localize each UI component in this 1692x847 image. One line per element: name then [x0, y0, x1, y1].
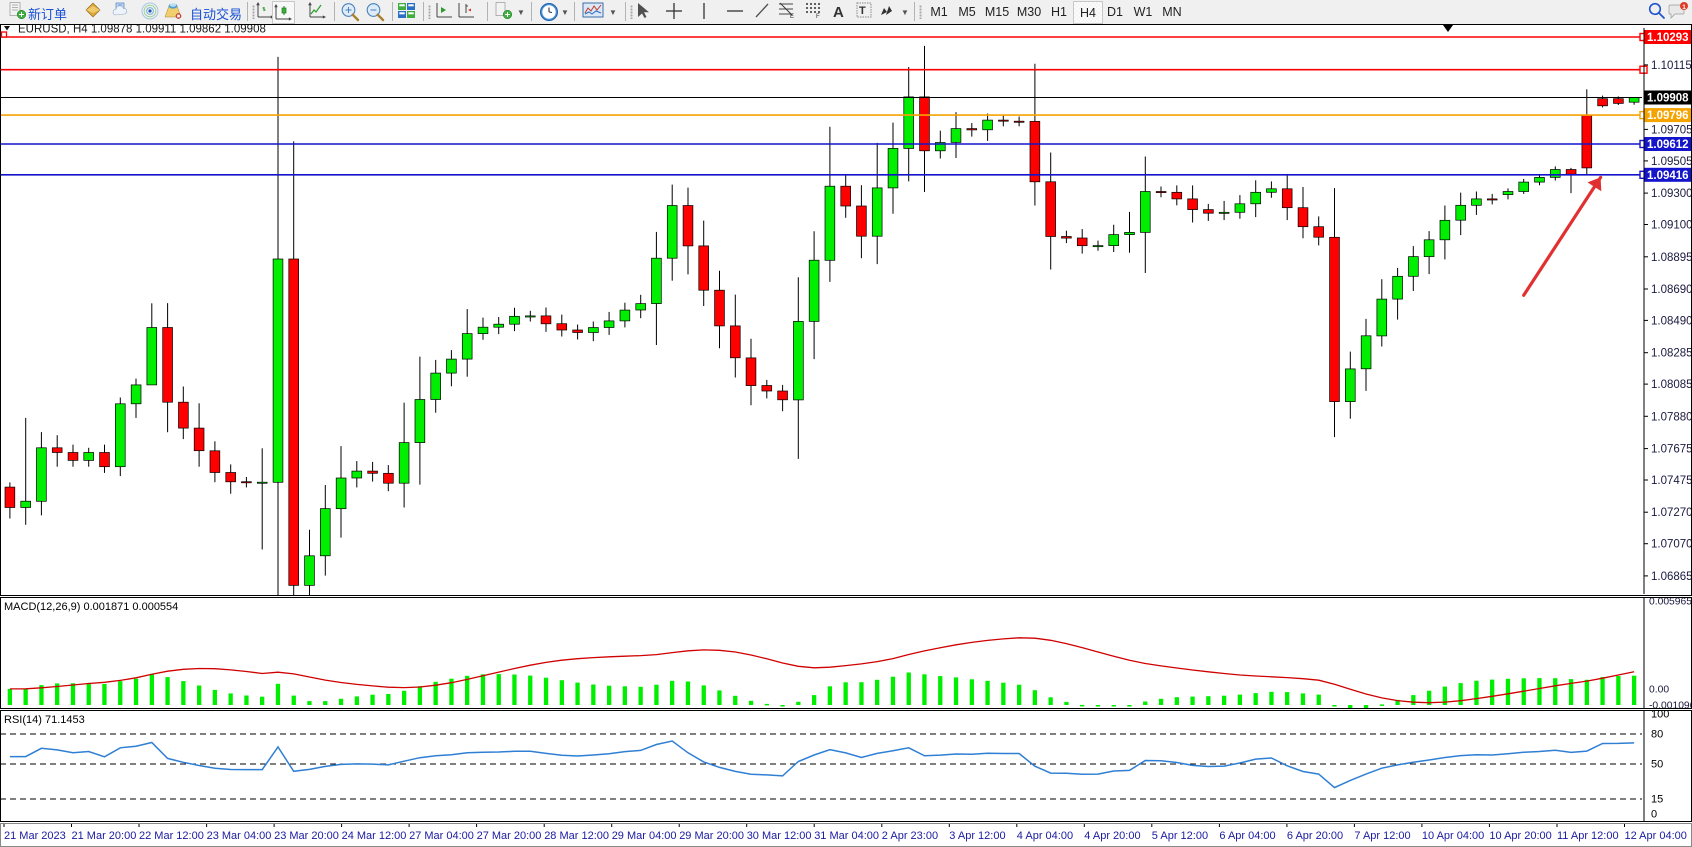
svg-text:0: 0: [1651, 809, 1657, 821]
svg-text:E: E: [790, 14, 794, 18]
svg-text:1.07675: 1.07675: [1651, 444, 1692, 456]
svg-text:6 Apr 04:00: 6 Apr 04:00: [1219, 830, 1275, 842]
svg-text:29 Mar 20:00: 29 Mar 20:00: [679, 830, 744, 842]
svg-text:1.07880: 1.07880: [1651, 411, 1692, 423]
svg-text:50: 50: [1651, 759, 1663, 771]
svg-text:2 Apr 23:00: 2 Apr 23:00: [882, 830, 938, 842]
svg-text:6 Apr 20:00: 6 Apr 20:00: [1287, 830, 1343, 842]
svg-text:11 Apr 12:00: 11 Apr 12:00: [1557, 830, 1619, 842]
svg-text:100: 100: [1651, 710, 1669, 721]
svg-text:80: 80: [1651, 729, 1663, 741]
svg-text:27 Mar 04:00: 27 Mar 04:00: [409, 830, 474, 842]
svg-text:12 Apr 04:00: 12 Apr 04:00: [1625, 830, 1687, 842]
svg-text:1.07270: 1.07270: [1651, 507, 1692, 519]
svg-text:1.08895: 1.08895: [1651, 252, 1692, 264]
svg-text:-0.001096: -0.001096: [1649, 701, 1692, 710]
svg-text:1.06865: 1.06865: [1651, 571, 1692, 583]
svg-text:1.10115: 1.10115: [1651, 60, 1692, 72]
svg-text:1.08085: 1.08085: [1651, 379, 1692, 391]
svg-text:1.08690: 1.08690: [1651, 284, 1692, 296]
svg-text:1.07070: 1.07070: [1651, 539, 1692, 551]
svg-text:21 Mar 20:00: 21 Mar 20:00: [72, 830, 137, 842]
svg-text:1.09705: 1.09705: [1651, 124, 1692, 136]
svg-text:1.08490: 1.08490: [1651, 315, 1692, 327]
svg-text:10 Apr 04:00: 10 Apr 04:00: [1422, 830, 1484, 842]
svg-text:1.10293: 1.10293: [1647, 32, 1689, 44]
svg-text:1.09796: 1.09796: [1647, 110, 1689, 122]
svg-text:1.09100: 1.09100: [1651, 220, 1692, 232]
svg-text:5 Apr 12:00: 5 Apr 12:00: [1152, 830, 1208, 842]
svg-text:MACD(12,26,9) 0.001871 0.00055: MACD(12,26,9) 0.001871 0.000554: [4, 601, 178, 613]
svg-text:31 Mar 04:00: 31 Mar 04:00: [814, 830, 879, 842]
svg-text:22 Mar 12:00: 22 Mar 12:00: [139, 830, 204, 842]
svg-text:1.09300: 1.09300: [1651, 188, 1692, 200]
svg-text:7 Apr 12:00: 7 Apr 12:00: [1354, 830, 1410, 842]
svg-text:23 Mar 20:00: 23 Mar 20:00: [274, 830, 339, 842]
svg-text:T: T: [859, 5, 866, 17]
svg-text:1: 1: [1682, 4, 1686, 11]
svg-text:1.09612: 1.09612: [1647, 139, 1689, 151]
svg-text:21 Mar 2023: 21 Mar 2023: [4, 830, 66, 842]
svg-text:29 Mar 04:00: 29 Mar 04:00: [612, 830, 677, 842]
svg-text:4 Apr 20:00: 4 Apr 20:00: [1084, 830, 1140, 842]
svg-text:28 Mar 12:00: 28 Mar 12:00: [544, 830, 609, 842]
svg-text:0.00: 0.00: [1649, 684, 1669, 695]
svg-text:10 Apr 20:00: 10 Apr 20:00: [1489, 830, 1551, 842]
svg-text:15: 15: [1651, 794, 1663, 806]
svg-text:1.09416: 1.09416: [1647, 170, 1689, 182]
svg-text:RSI(14) 71.1453: RSI(14) 71.1453: [4, 714, 85, 726]
svg-text:1.09908: 1.09908: [1647, 93, 1689, 105]
svg-text:4 Apr 04:00: 4 Apr 04:00: [1017, 830, 1073, 842]
svg-text:0.005965: 0.005965: [1649, 597, 1692, 608]
svg-text:1.09505: 1.09505: [1651, 156, 1692, 168]
svg-text:27 Mar 20:00: 27 Mar 20:00: [477, 830, 542, 842]
svg-text:1.07475: 1.07475: [1651, 475, 1692, 487]
svg-text:30 Mar 12:00: 30 Mar 12:00: [747, 830, 812, 842]
svg-text:1.08285: 1.08285: [1651, 348, 1692, 360]
svg-text:F: F: [816, 14, 820, 18]
svg-text:3 Apr 12:00: 3 Apr 12:00: [949, 830, 1005, 842]
svg-text:24 Mar 12:00: 24 Mar 12:00: [342, 830, 407, 842]
svg-text:EURUSD, H4 1.09878 1.09911 1.: EURUSD, H4 1.09878 1.09911 1.09862 1.099…: [18, 24, 266, 36]
svg-text:23 Mar 04:00: 23 Mar 04:00: [207, 830, 272, 842]
